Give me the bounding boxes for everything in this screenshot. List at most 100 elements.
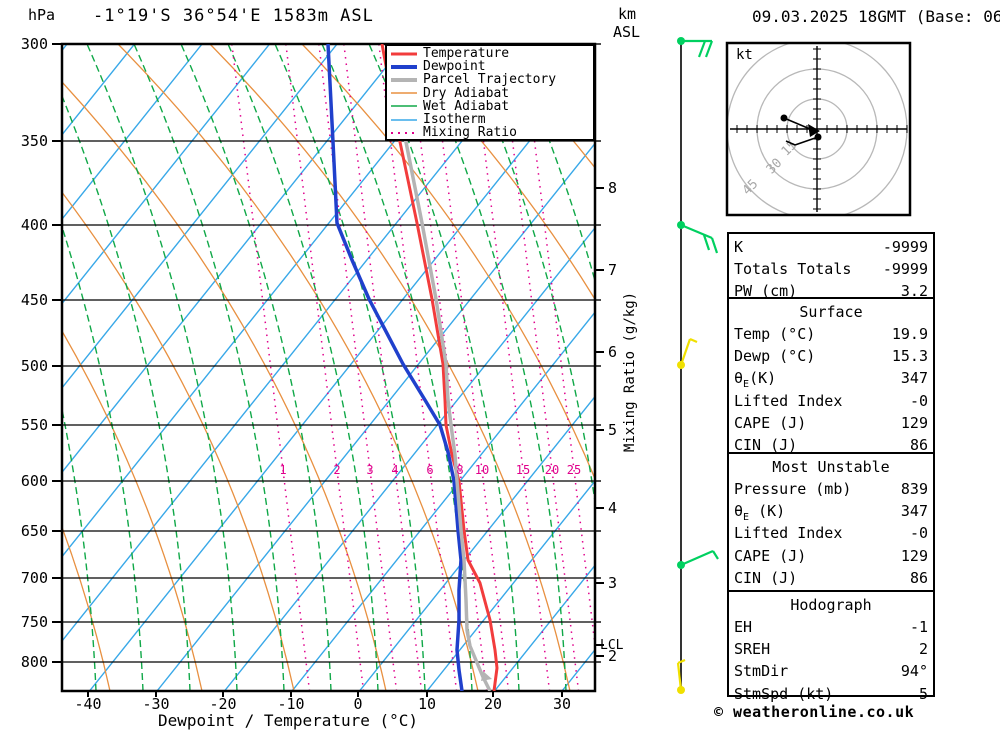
hodograph-arrowhead [808, 124, 820, 137]
legend-item: Dry Adiabat [387, 87, 593, 100]
indices-row-label: SREH [734, 640, 771, 659]
legend-item-label: Wet Adiabat [423, 98, 510, 114]
dry-adiabat-line [62, 191, 295, 691]
pressure-tick-label: 400 [20, 216, 48, 234]
isotherm-line [62, 44, 541, 643]
legend-item: Dewpoint [387, 60, 593, 73]
indices-section-title: Hodograph [790, 596, 872, 614]
pressure-tick-label: 450 [20, 291, 48, 309]
wet-adiabat-line [133, 44, 285, 691]
pressure-tick-label: 300 [20, 35, 48, 53]
indices-row-value: 839 [900, 480, 928, 498]
indices-row-label: StmDir [734, 662, 789, 681]
hodograph-trace [794, 136, 819, 146]
pressure-tick-label: 800 [20, 653, 48, 671]
indices-row-label: θE(K) [734, 369, 777, 391]
pressure-tick-label: 550 [20, 416, 48, 434]
indices-row: θE(K) 347 [734, 367, 928, 391]
wind-barb-flag [680, 549, 714, 567]
mixing-ratio-value-label: 8 [456, 463, 464, 477]
indices-row-label: CIN (J) [734, 435, 798, 454]
indices-row: θE (K) 347 [734, 500, 928, 523]
mixing-ratio-line [285, 44, 365, 691]
legend-item-label: Temperature [423, 46, 510, 62]
indices-section: K -9999 Totals Totals -9999 PW (cm) 3.2 [727, 232, 935, 301]
temperature-tick-label: -10 [277, 695, 305, 713]
dry-adiabat-line [62, 329, 203, 691]
altitude-axis-unit-asl: ASL [613, 23, 641, 41]
hodograph-trace-dot [814, 133, 822, 141]
dry-adiabat-line [62, 81, 387, 691]
parcel-arrowhead [481, 671, 492, 681]
indices-row-label: CAPE (J) [734, 413, 807, 432]
temperature-tick-label: 10 [417, 695, 437, 713]
indices-row-value: -9999 [882, 238, 928, 256]
mixing-ratio-value-label: 20 [544, 463, 560, 477]
mixing-ratio-value-label: 3 [366, 463, 374, 477]
indices-row-value: -1 [909, 618, 928, 636]
sounding-curves [326, 44, 499, 691]
indices-row-value: -9999 [882, 260, 928, 279]
legend-item-label: Mixing Ratio [423, 125, 517, 141]
legend-line-sample [391, 64, 417, 69]
indices-row: Pressure (mb) 839 [734, 478, 928, 500]
hodograph-border [725, 41, 912, 217]
wind-barb-dot [677, 221, 685, 229]
temperature-tick-label: -20 [209, 695, 237, 713]
indices-row-value: 3.2 [900, 282, 928, 301]
indices-row-label: Lifted Index [734, 524, 843, 543]
legend-line-sample [391, 131, 417, 134]
wet-adiabat-line [62, 94, 191, 691]
indices-row: StmSpd (kt) 5 [734, 683, 928, 705]
indices-row-label: CIN (J) [734, 568, 798, 587]
isotherm-line [493, 564, 595, 691]
indices-section-title: Surface [799, 303, 863, 321]
isotherm-line [291, 311, 595, 691]
sounding-indices-tables: K -9999 Totals Totals -9999 PW (cm) 3.2 Surfac… [727, 232, 935, 703]
mixing-ratio-value-label: 2 [333, 463, 341, 477]
pressure-tick-label: 350 [20, 132, 48, 150]
pressure-tick-label: 500 [20, 357, 48, 375]
wind-barb-dot [677, 561, 685, 569]
dewpoint-curve [326, 44, 464, 691]
mixing-ratio-value-label: 25 [566, 463, 582, 477]
hodograph-ring-label: 15 [779, 138, 801, 160]
hodograph-unit-label: kt [736, 47, 753, 63]
altitude-axis-unit-km: km [618, 5, 637, 23]
mixing-ratio-line [522, 44, 595, 652]
indices-row: Lifted Index -0 [734, 522, 928, 544]
dry-adiabat-line [301, 44, 595, 481]
run-date-label: 09.03.2025 18GMT (Base: 06) [752, 7, 1000, 26]
indices-row-value: 86 [909, 435, 928, 454]
indices-row: Lifted Index -0 [734, 390, 928, 412]
wind-barb-dot [677, 37, 685, 45]
indices-row: StmDir 94° [734, 660, 928, 682]
pressure-tick-label: 750 [20, 613, 48, 631]
indices-row-label: K [734, 238, 744, 256]
indices-row: K -9999 [734, 236, 928, 258]
pressure-tick-label: 700 [20, 569, 48, 587]
altitude-km-label: 5 [608, 421, 618, 439]
mixing-ratio-value-label: 15 [515, 463, 531, 477]
indices-row-label: StmSpd (kt) [734, 684, 834, 703]
indices-row-label: EH [734, 618, 753, 636]
wind-barb-flag [676, 662, 683, 691]
indices-row-value: 15.3 [891, 347, 928, 366]
wind-barb-dot [677, 361, 685, 369]
legend-line-sample [391, 105, 417, 108]
wind-barb-flag [679, 338, 692, 366]
wind-barb-flag [704, 40, 714, 58]
altitude-km-label: 8 [608, 179, 618, 197]
indices-row-value: 2 [918, 640, 928, 659]
temperature-tick-label: 30 [552, 695, 572, 713]
wet-adiabat-line [321, 44, 473, 691]
wind-barb-flag [677, 658, 686, 665]
indices-row-value: 94° [900, 662, 928, 681]
indices-row: SREH 2 [734, 638, 928, 660]
indices-row: Temp (°C) 19.9 [734, 323, 928, 345]
altitude-km-label: 7 [608, 261, 618, 279]
wet-adiabat-line [227, 44, 379, 691]
wet-adiabat-line [62, 224, 144, 691]
pressure-axis-unit: hPa [28, 6, 56, 24]
legend-item-label: Isotherm [423, 112, 486, 128]
